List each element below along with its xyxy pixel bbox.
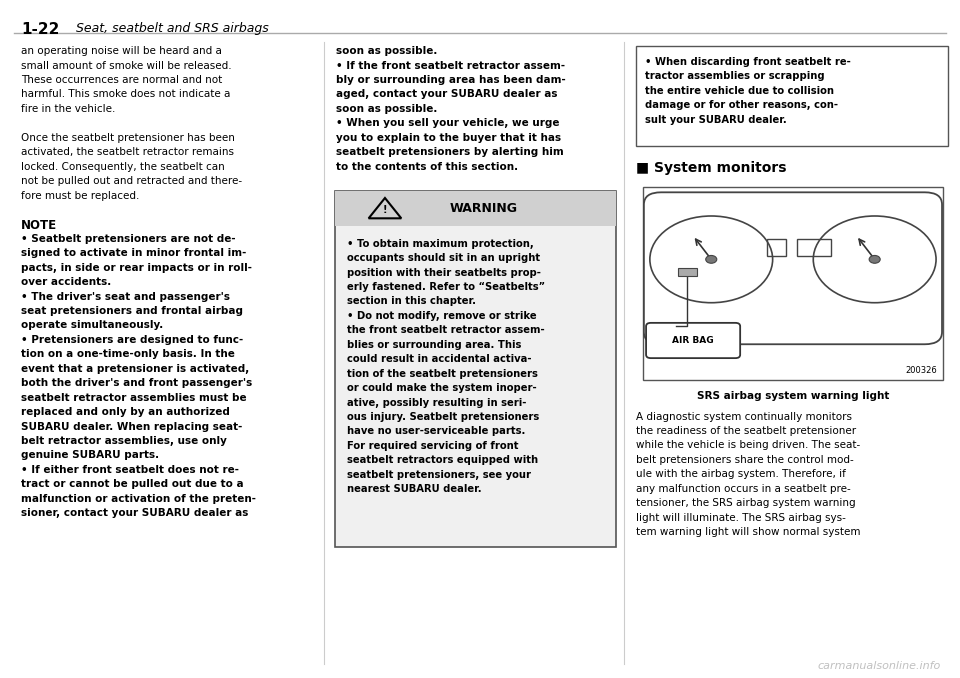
- Bar: [767, 239, 786, 256]
- Circle shape: [706, 256, 717, 263]
- Text: • Pretensioners are designed to func-: • Pretensioners are designed to func-: [21, 335, 244, 345]
- Text: • The driver's seat and passenger's: • The driver's seat and passenger's: [21, 292, 230, 302]
- Text: ■ System monitors: ■ System monitors: [636, 161, 786, 176]
- Text: belt retractor assemblies, use only: belt retractor assemblies, use only: [21, 436, 227, 446]
- Text: ative, possibly resulting in seri-: ative, possibly resulting in seri-: [347, 397, 526, 407]
- Text: or could make the system inoper-: or could make the system inoper-: [347, 383, 537, 393]
- Text: 200326: 200326: [905, 366, 937, 375]
- Text: nearest SUBARU dealer.: nearest SUBARU dealer.: [347, 484, 481, 494]
- Text: soon as possible.: soon as possible.: [336, 46, 438, 56]
- FancyBboxPatch shape: [335, 191, 616, 226]
- Text: activated, the seatbelt retractor remains: activated, the seatbelt retractor remain…: [21, 147, 234, 157]
- Text: NOTE: NOTE: [21, 220, 58, 233]
- Text: erly fastened. Refer to “Seatbelts”: erly fastened. Refer to “Seatbelts”: [347, 282, 544, 292]
- Text: tractor assemblies or scrapping: tractor assemblies or scrapping: [645, 71, 825, 81]
- Text: tem warning light will show normal system: tem warning light will show normal syste…: [636, 527, 860, 537]
- Text: bly or surrounding area has been dam-: bly or surrounding area has been dam-: [336, 75, 565, 85]
- Circle shape: [869, 256, 880, 263]
- Text: the entire vehicle due to collision: the entire vehicle due to collision: [645, 86, 834, 96]
- Text: • To obtain maximum protection,: • To obtain maximum protection,: [347, 239, 534, 249]
- Text: fore must be replaced.: fore must be replaced.: [21, 191, 139, 201]
- Text: signed to activate in minor frontal im-: signed to activate in minor frontal im-: [21, 248, 247, 258]
- Text: harmful. This smoke does not indicate a: harmful. This smoke does not indicate a: [21, 89, 230, 100]
- Text: seatbelt retractor assemblies must be: seatbelt retractor assemblies must be: [21, 393, 247, 403]
- FancyBboxPatch shape: [646, 323, 740, 358]
- FancyBboxPatch shape: [636, 46, 948, 146]
- Text: seatbelt pretensioners, see your: seatbelt pretensioners, see your: [347, 470, 531, 480]
- Text: • Seatbelt pretensioners are not de-: • Seatbelt pretensioners are not de-: [21, 234, 236, 244]
- Text: any malfunction occurs in a seatbelt pre-: any malfunction occurs in a seatbelt pre…: [636, 484, 851, 494]
- Text: ule with the airbag system. Therefore, if: ule with the airbag system. Therefore, i…: [636, 469, 846, 479]
- Text: the readiness of the seatbelt pretensioner: the readiness of the seatbelt pretension…: [636, 426, 855, 436]
- Text: Once the seatbelt pretensioner has been: Once the seatbelt pretensioner has been: [21, 133, 235, 143]
- Text: tion on a one-time-only basis. In the: tion on a one-time-only basis. In the: [21, 349, 235, 359]
- Text: For required servicing of front: For required servicing of front: [347, 441, 518, 451]
- Text: section in this chapter.: section in this chapter.: [347, 296, 475, 306]
- Text: locked. Consequently, the seatbelt can: locked. Consequently, the seatbelt can: [21, 161, 225, 172]
- Text: SRS airbag system warning light: SRS airbag system warning light: [697, 391, 889, 401]
- Text: • When discarding front seatbelt re-: • When discarding front seatbelt re-: [645, 57, 851, 67]
- Text: damage or for other reasons, con-: damage or for other reasons, con-: [645, 100, 838, 111]
- Text: have no user-serviceable parts.: have no user-serviceable parts.: [347, 426, 525, 437]
- Text: ous injury. Seatbelt pretensioners: ous injury. Seatbelt pretensioners: [347, 412, 539, 422]
- Text: seat pretensioners and frontal airbag: seat pretensioners and frontal airbag: [21, 306, 243, 316]
- Text: replaced and only by an authorized: replaced and only by an authorized: [21, 407, 230, 417]
- Text: fire in the vehicle.: fire in the vehicle.: [21, 104, 115, 114]
- Text: event that a pretensioner is activated,: event that a pretensioner is activated,: [21, 364, 250, 374]
- Text: SUBARU dealer. When replacing seat-: SUBARU dealer. When replacing seat-: [21, 422, 243, 432]
- FancyBboxPatch shape: [643, 187, 943, 380]
- Text: !: !: [383, 205, 387, 215]
- Text: the front seatbelt retractor assem-: the front seatbelt retractor assem-: [347, 325, 544, 336]
- Text: AIR BAG: AIR BAG: [672, 336, 714, 345]
- Text: light will illuminate. The SRS airbag sys-: light will illuminate. The SRS airbag sy…: [636, 513, 846, 523]
- Text: 1-22: 1-22: [21, 22, 60, 37]
- Text: could result in accidental activa-: could result in accidental activa-: [347, 354, 531, 364]
- Text: seatbelt pretensioners by alerting him: seatbelt pretensioners by alerting him: [336, 147, 564, 157]
- Text: • If the front seatbelt retractor assem-: • If the front seatbelt retractor assem-: [336, 60, 565, 71]
- Text: sioner, contact your SUBARU dealer as: sioner, contact your SUBARU dealer as: [21, 508, 249, 518]
- Text: • When you sell your vehicle, we urge: • When you sell your vehicle, we urge: [336, 119, 560, 128]
- Text: genuine SUBARU parts.: genuine SUBARU parts.: [21, 450, 159, 460]
- Text: small amount of smoke will be released.: small amount of smoke will be released.: [21, 60, 231, 71]
- Text: Seat, seatbelt and SRS airbags: Seat, seatbelt and SRS airbags: [72, 22, 269, 35]
- Text: you to explain to the buyer that it has: you to explain to the buyer that it has: [336, 133, 562, 143]
- Text: A diagnostic system continually monitors: A diagnostic system continually monitors: [636, 412, 852, 422]
- Text: not be pulled out and retracted and there-: not be pulled out and retracted and ther…: [21, 176, 242, 186]
- Text: • If either front seatbelt does not re-: • If either front seatbelt does not re-: [21, 465, 239, 475]
- FancyBboxPatch shape: [644, 193, 942, 344]
- Text: over accidents.: over accidents.: [21, 277, 111, 287]
- Text: position with their seatbelts prop-: position with their seatbelts prop-: [347, 268, 540, 277]
- Text: both the driver's and front passenger's: both the driver's and front passenger's: [21, 378, 252, 388]
- Text: carmanualsonline.info: carmanualsonline.info: [818, 661, 941, 671]
- Bar: [797, 239, 831, 256]
- Text: tion of the seatbelt pretensioners: tion of the seatbelt pretensioners: [347, 369, 538, 378]
- Text: aged, contact your SUBARU dealer as: aged, contact your SUBARU dealer as: [336, 89, 558, 100]
- Text: tract or cannot be pulled out due to a: tract or cannot be pulled out due to a: [21, 479, 244, 490]
- Text: an operating noise will be heard and a: an operating noise will be heard and a: [21, 46, 222, 56]
- Text: to the contents of this section.: to the contents of this section.: [336, 161, 518, 172]
- Bar: [679, 268, 697, 276]
- Text: operate simultaneously.: operate simultaneously.: [21, 321, 163, 330]
- Text: seatbelt retractors equipped with: seatbelt retractors equipped with: [347, 456, 538, 465]
- Text: pacts, in side or rear impacts or in roll-: pacts, in side or rear impacts or in rol…: [21, 262, 252, 273]
- Text: WARNING: WARNING: [450, 202, 517, 216]
- Text: These occurrences are normal and not: These occurrences are normal and not: [21, 75, 223, 85]
- Text: while the vehicle is being driven. The seat-: while the vehicle is being driven. The s…: [636, 441, 860, 450]
- Text: malfunction or activation of the preten-: malfunction or activation of the preten-: [21, 494, 256, 504]
- Text: soon as possible.: soon as possible.: [336, 104, 438, 114]
- Text: • Do not modify, remove or strike: • Do not modify, remove or strike: [347, 311, 537, 321]
- Text: occupants should sit in an upright: occupants should sit in an upright: [347, 253, 540, 263]
- FancyBboxPatch shape: [335, 191, 616, 547]
- Text: tensioner, the SRS airbag system warning: tensioner, the SRS airbag system warning: [636, 498, 855, 508]
- Text: blies or surrounding area. This: blies or surrounding area. This: [347, 340, 521, 350]
- Text: belt pretensioners share the control mod-: belt pretensioners share the control mod…: [636, 455, 853, 465]
- Text: sult your SUBARU dealer.: sult your SUBARU dealer.: [645, 115, 787, 125]
